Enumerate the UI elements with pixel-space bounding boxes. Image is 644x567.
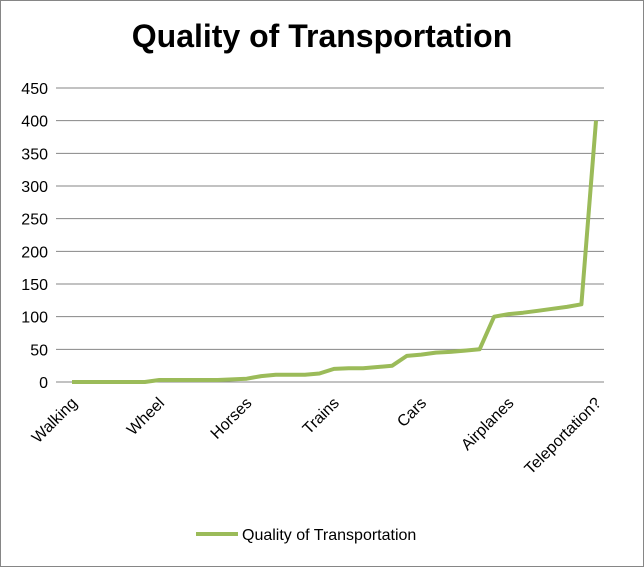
y-tick-label: 50	[30, 342, 48, 359]
chart-title: Quality of Transportation	[131, 18, 513, 54]
x-tick-label: Wheel	[124, 395, 168, 439]
y-tick-label: 450	[21, 81, 48, 98]
series-lines	[72, 120, 598, 384]
x-tick-label: Cars	[394, 395, 430, 431]
y-tick-label: 300	[21, 179, 48, 196]
y-tick-label: 400	[21, 114, 48, 131]
x-tick-label: Trains	[300, 395, 343, 438]
y-tick-label: 0	[39, 375, 48, 392]
series-line	[72, 120, 598, 384]
x-axis-ticks: Walking Wheel Horses Trains Cars Airplanes Tel…	[29, 395, 605, 478]
x-tick-label: Teleportation?	[522, 395, 605, 478]
y-tick-label: 100	[21, 310, 48, 327]
y-tick-label: 150	[21, 277, 48, 294]
legend-label: Quality of Transportation	[242, 527, 416, 544]
y-tick-label: 250	[21, 212, 48, 229]
x-tick-label: Airplanes	[458, 395, 517, 454]
y-axis-ticks: 0 50 100 150 200 250 300 350 400 450	[21, 81, 48, 392]
legend: Quality of Transportation	[196, 527, 416, 544]
gridlines	[56, 87, 604, 383]
y-tick-label: 350	[21, 146, 48, 163]
y-tick-label: 200	[21, 244, 48, 261]
x-tick-label: Walking	[29, 395, 81, 447]
x-tick-label: Horses	[208, 395, 256, 443]
